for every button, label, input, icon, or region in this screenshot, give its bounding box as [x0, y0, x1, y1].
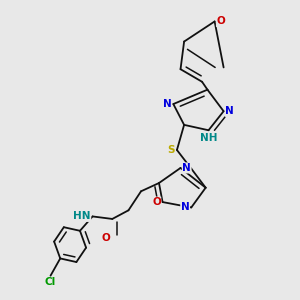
Text: HN: HN — [73, 212, 91, 221]
Text: Cl: Cl — [45, 278, 56, 287]
Text: N: N — [182, 163, 191, 173]
Text: N: N — [225, 106, 234, 116]
Text: N: N — [181, 202, 190, 212]
Text: S: S — [168, 145, 175, 155]
Text: N: N — [163, 99, 172, 109]
Text: O: O — [216, 16, 225, 26]
Text: O: O — [102, 233, 110, 243]
Text: NH: NH — [200, 133, 217, 143]
Text: O: O — [152, 197, 161, 207]
